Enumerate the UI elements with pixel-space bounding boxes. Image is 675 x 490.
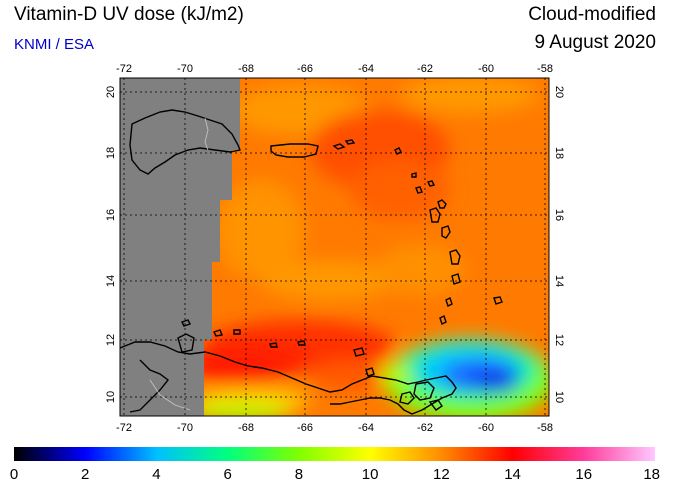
colorbar [14, 447, 655, 461]
lat-ticks-right: 10 12 14 16 18 20 [553, 86, 565, 403]
colorbar-tick-label: 10 [361, 466, 379, 483]
lon-tick-label: -64 [358, 63, 374, 75]
colorbar-tick-label: 4 [152, 466, 161, 483]
colorbar-tick-label: 6 [223, 466, 232, 483]
lat-tick-label: 16 [553, 209, 565, 221]
colorbar-tick-label: 18 [643, 466, 661, 483]
lat-tick-label: 14 [105, 275, 117, 287]
lon-tick-label: -68 [238, 422, 254, 434]
graticule [120, 78, 549, 416]
lon-tick-label: -70 [177, 63, 193, 75]
lon-tick-label: -64 [358, 422, 374, 434]
lon-tick-label: -72 [116, 63, 132, 75]
lat-tick-label: 18 [105, 147, 117, 159]
lat-tick-label: 18 [553, 147, 565, 159]
credit-label: KNMI / ESA [14, 36, 95, 53]
lon-tick-label: -66 [297, 422, 313, 434]
borders [149, 117, 209, 411]
lat-tick-label: 10 [553, 391, 565, 403]
lat-tick-label: 12 [105, 334, 117, 346]
lon-tick-label: -68 [238, 63, 254, 75]
colorbar-tick-label: 16 [575, 466, 593, 483]
lon-tick-label: -70 [177, 422, 193, 434]
lat-tick-label: 20 [553, 86, 565, 98]
lon-ticks-top: -72 -70 -68 -66 -64 -62 -60 -58 [116, 63, 553, 75]
product-label: Cloud-modified [528, 4, 656, 25]
lon-tick-label: -62 [417, 63, 433, 75]
lat-ticks-left: 10 12 14 16 18 20 [105, 86, 117, 403]
lon-tick-label: -58 [537, 422, 553, 434]
map-field [120, 78, 549, 416]
lon-tick-label: -62 [417, 422, 433, 434]
lon-ticks-bottom: -72 -70 -68 -66 -64 -62 -60 -58 [116, 422, 553, 434]
map-title: Vitamin-D UV dose (kJ/m2) [14, 4, 244, 25]
lon-tick-label: -66 [297, 63, 313, 75]
map-frame [119, 77, 550, 417]
lat-tick-label: 12 [553, 334, 565, 346]
colorbar-tick-label: 2 [81, 466, 90, 483]
lon-tick-label: -58 [537, 63, 553, 75]
lon-tick-label: -72 [116, 422, 132, 434]
colorbar-tick-label: 8 [294, 466, 304, 483]
lon-tick-label: -60 [478, 63, 494, 75]
lat-tick-label: 16 [105, 209, 117, 221]
lon-tick-label: -60 [478, 422, 494, 434]
lat-tick-label: 10 [105, 391, 117, 403]
date-label: 9 August 2020 [534, 32, 657, 53]
no-data-region [120, 78, 240, 416]
lat-tick-label: 20 [105, 86, 117, 98]
colorbar-tick-label: 12 [432, 466, 450, 483]
colorbar-tick-label: 0 [9, 466, 19, 483]
lat-tick-label: 14 [553, 275, 565, 287]
colorbar-tick-label: 14 [504, 466, 521, 483]
